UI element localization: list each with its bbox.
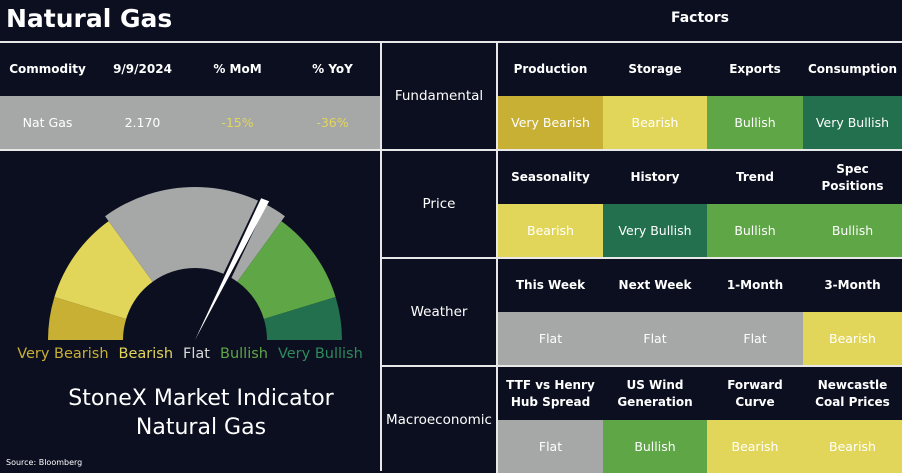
summary-value: Nat Gas [22,115,73,130]
factor-name: TTF vs Henry Hub Spread [506,377,595,409]
factor-name: US Wind Generation [617,377,693,409]
divider [0,41,902,43]
gauge [40,187,360,344]
factor-rating: Bearish [803,312,902,365]
gauge-title-line: StoneX Market Indicator [68,386,334,411]
factor-rating: Very Bearish [498,96,603,149]
summary-header: % YoY [312,61,353,76]
factor-name: Trend [735,170,775,184]
group-label: Fundamental [394,87,484,104]
factor-name: History [630,170,680,184]
summary-header: 9/9/2024 [113,61,172,76]
gauge-segment [48,297,127,340]
factor-name: Storage [628,62,682,76]
summary-header: Commodity [9,61,86,76]
needle [195,198,270,340]
divider [382,365,902,367]
gauge-label: Bullish [220,346,268,362]
factor-name: Next Week [618,278,692,292]
divider [496,259,498,365]
factor-rating: Very Bullish [603,204,707,257]
gauge-title: StoneX Market Indicator Natural Gas [0,384,402,442]
gauge-title-line: Natural Gas [135,415,267,440]
factor-name: Consumption [807,62,897,76]
divider [0,149,381,151]
gauge-label: Very Bullish [277,346,363,362]
gauge-base [40,340,360,344]
factor-rating: Very Bullish [803,96,902,149]
factor-name: 1-Month [726,278,784,292]
factor-name: 3-Month [824,278,881,292]
gauge-legend: Very Bearish Bearish Flat Bullish Very Bulli… [0,346,380,362]
divider [496,43,498,149]
group-label: Macroeconomic [386,411,492,428]
factor-rating: Bullish [707,204,803,257]
factor-rating: Flat [603,312,707,365]
divider [382,257,902,259]
summary-header: % MoM [213,61,262,76]
factor-rating: Flat [707,312,803,365]
summary-row-bg [0,96,380,149]
gauge-segment [237,221,336,319]
summary-value: -15% [221,115,254,130]
factors-title: Factors [670,10,730,26]
factor-name: Seasonality [511,170,590,184]
factor-name: Newcastle Coal Prices [815,377,890,409]
gauge-label: Bearish [118,346,174,362]
factor-rating: Flat [498,420,603,473]
factor-rating: Bearish [603,96,707,149]
divider [382,149,902,151]
source: Source: Bloomberg [6,458,83,467]
gauge-label: Very Bearish [17,346,109,362]
factor-name: This Week [515,278,586,292]
summary-value: 2.170 [124,115,161,130]
factor-rating: Bullish [803,204,902,257]
gauge-segment [263,297,342,340]
group-label: Weather [410,303,468,320]
summary-value: -36% [316,115,349,130]
divider [496,151,498,257]
factor-name: Exports [729,62,781,76]
factor-rating: Flat [498,312,603,365]
factor-rating: Bearish [707,420,803,473]
gauge-segment [54,221,153,319]
page-title: Natural Gas [6,4,173,33]
factor-rating: Bullish [603,420,707,473]
factor-name: Production [513,62,588,76]
factor-rating: Bullish [707,96,803,149]
factor-name: Forward Curve [727,377,783,409]
group-label: Price [422,195,456,212]
divider [496,367,498,473]
factor-rating: Bearish [803,420,902,473]
gauge-label: Flat [183,346,210,362]
divider [380,41,382,471]
factor-name: Spec Positions [821,161,884,193]
factor-rating: Bearish [498,204,603,257]
